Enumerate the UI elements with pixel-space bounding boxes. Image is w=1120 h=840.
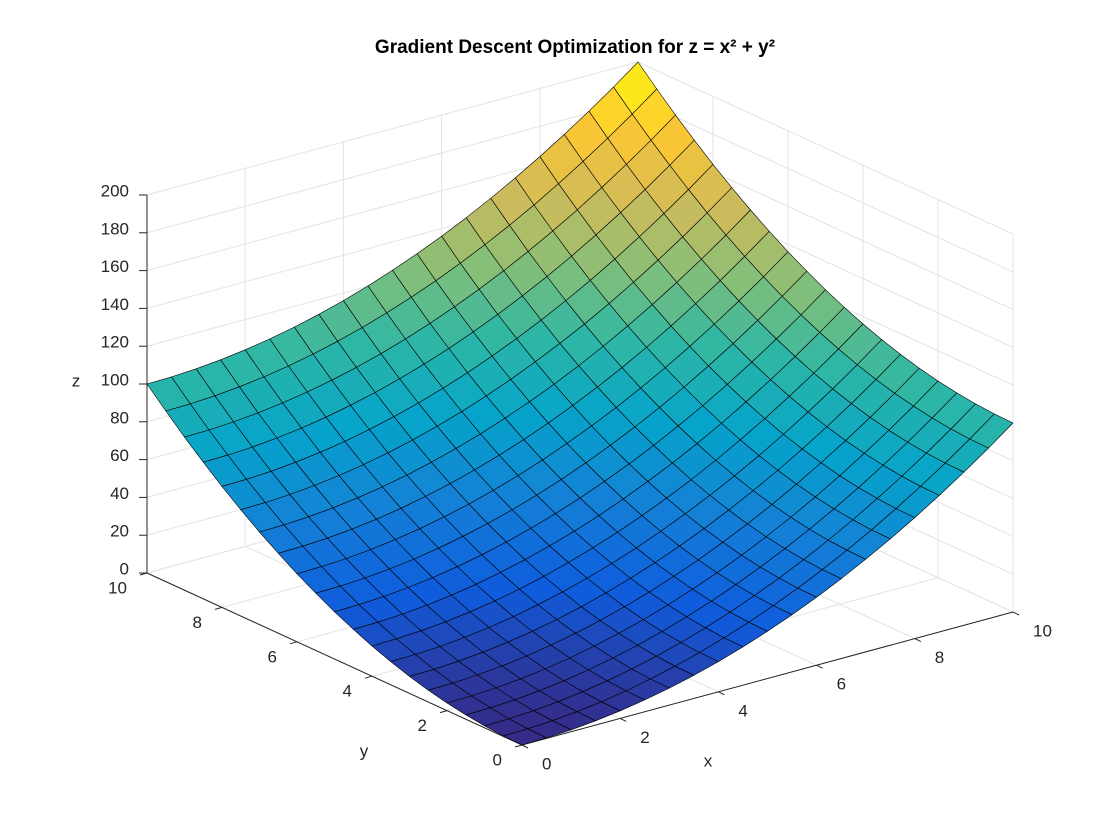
tick-mark xyxy=(439,710,448,714)
z-tick-label: 120 xyxy=(101,333,129,352)
y-axis-label: y xyxy=(360,741,369,760)
y-tick-label: 6 xyxy=(268,647,277,666)
z-tick-label: 200 xyxy=(101,181,129,200)
z-tick-label: 140 xyxy=(101,295,129,314)
surface xyxy=(146,61,1014,746)
tick-mark xyxy=(1012,611,1020,616)
tick-mark xyxy=(364,675,373,679)
y-tick-label: 4 xyxy=(343,682,352,701)
grid-line xyxy=(146,61,639,196)
x-tick-label: 4 xyxy=(738,701,747,720)
z-tick-label: 180 xyxy=(101,219,129,238)
x-tick-label: 6 xyxy=(837,675,846,694)
z-tick-label: 0 xyxy=(120,559,129,578)
x-axis-line xyxy=(521,611,1014,746)
x-tick-label: 10 xyxy=(1033,621,1052,640)
tick-mark xyxy=(718,691,725,696)
y-axis-line xyxy=(146,572,523,746)
z-tick-label: 40 xyxy=(110,484,129,503)
tick-mark xyxy=(214,606,223,610)
x-tick-label: 8 xyxy=(935,648,944,667)
y-tick-label: 10 xyxy=(108,578,127,597)
tick-mark xyxy=(139,572,148,576)
z-tick-label: 60 xyxy=(110,446,129,465)
z-tick-label: 80 xyxy=(110,408,129,427)
x-tick-label: 2 xyxy=(640,728,649,747)
grid-line xyxy=(637,61,1014,235)
z-axis-label: z xyxy=(72,371,81,390)
y-tick-label: 8 xyxy=(193,613,202,632)
y-tick-label: 0 xyxy=(493,750,502,769)
grid-line xyxy=(637,99,1014,273)
tick-mark xyxy=(521,744,529,749)
grid-line xyxy=(146,99,639,234)
z-tick-label: 160 xyxy=(101,257,129,276)
x-tick-label: 0 xyxy=(542,754,551,773)
z-tick-label: 20 xyxy=(110,522,129,541)
tick-mark xyxy=(514,744,523,748)
tick-mark xyxy=(914,638,922,643)
tick-mark xyxy=(816,664,823,669)
chart-title: Gradient Descent Optimization for z = x²… xyxy=(375,37,775,58)
tick-mark xyxy=(289,641,298,645)
z-tick-label: 100 xyxy=(101,370,129,389)
surface-face xyxy=(502,728,547,746)
axes: 0204060801001201401601802000246810024681… xyxy=(101,181,1052,773)
x-axis-label: x xyxy=(704,751,713,770)
y-tick-label: 2 xyxy=(418,716,427,735)
tick-mark xyxy=(619,717,627,722)
